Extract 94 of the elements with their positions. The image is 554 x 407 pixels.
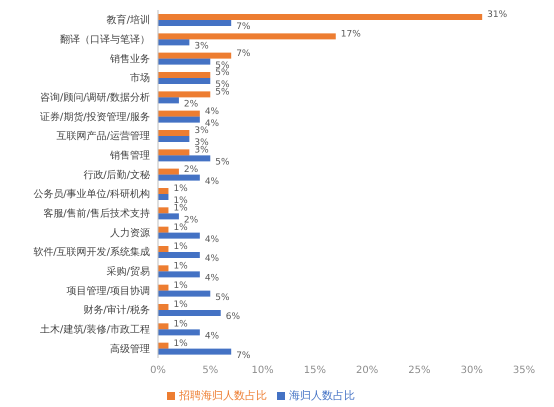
data-label: 1% — [173, 242, 188, 252]
data-label: 5% — [215, 292, 230, 303]
bar — [158, 226, 168, 233]
bar — [158, 58, 210, 65]
x-tick-label: 5% — [202, 365, 218, 376]
data-label: 17% — [340, 30, 362, 40]
y-tick-label: 销售管理 — [109, 150, 150, 162]
data-label: 4% — [204, 274, 220, 284]
x-tick-label: 35% — [512, 365, 536, 376]
bar — [158, 155, 210, 162]
data-label: 1% — [173, 338, 188, 349]
y-tick-label: 教育/培训 — [106, 14, 150, 26]
bar — [158, 149, 190, 156]
data-label: 4% — [204, 254, 220, 264]
data-label: 1% — [173, 184, 188, 194]
data-label: 1% — [173, 320, 188, 330]
data-label: 7% — [236, 350, 251, 361]
y-tick-label: 采购/贸易 — [106, 266, 150, 278]
data-label: 4% — [204, 176, 220, 187]
data-label: 7% — [236, 48, 251, 59]
bar — [158, 290, 210, 297]
data-label: 3% — [194, 42, 210, 52]
data-label: 5% — [215, 88, 230, 98]
bar — [158, 323, 168, 330]
y-tick-label: 公务员/事业单位/科研机构 — [33, 188, 150, 200]
bar — [158, 97, 179, 104]
bar — [158, 304, 168, 310]
bar — [158, 110, 200, 117]
x-tick-label: 0% — [150, 365, 166, 376]
data-label: 3% — [194, 146, 210, 156]
x-tick-label: 20% — [356, 365, 378, 376]
y-tick-label: 市场 — [130, 72, 150, 84]
data-label: 4% — [204, 106, 220, 117]
data-label: 4% — [204, 118, 220, 129]
data-label: 4% — [204, 332, 220, 342]
y-tick-label: 证券/期货/投资管理/服务 — [40, 110, 150, 123]
y-tick-label: 销售业务 — [109, 52, 150, 65]
bar — [158, 188, 168, 194]
x-tick-label: 30% — [460, 365, 483, 376]
y-tick-label: 项目管理/项目协调 — [66, 284, 150, 297]
y-tick-label: 翻译（口译与笔译） — [60, 34, 150, 46]
bar — [158, 14, 482, 20]
bar — [158, 174, 200, 181]
bar — [158, 20, 232, 26]
y-tick-label: 互联网产品/运营管理 — [56, 130, 150, 142]
bar — [158, 168, 179, 175]
data-label: 1% — [173, 280, 188, 291]
data-label: 7% — [236, 22, 251, 32]
bar — [158, 39, 190, 46]
data-label: 31% — [487, 10, 508, 20]
data-label: 2% — [184, 100, 199, 110]
bar — [158, 252, 200, 258]
x-tick-label: 25% — [408, 365, 431, 376]
y-tick-label: 客服/售前/售后技术支持 — [43, 208, 150, 220]
bar — [158, 342, 168, 349]
bar — [158, 246, 168, 252]
legend-label: 招聘海归人数占比 — [179, 389, 267, 402]
x-tick-label: 15% — [304, 365, 326, 376]
bar — [158, 116, 200, 123]
bar — [158, 329, 200, 336]
y-tick-label: 财务/审计/税务 — [83, 304, 150, 316]
data-label: 3% — [194, 126, 210, 136]
y-tick-label: 行政/后勤/文秘 — [83, 168, 150, 181]
data-label: 5% — [215, 68, 230, 78]
data-label: 4% — [204, 234, 220, 245]
bar — [158, 271, 200, 278]
y-tick-label: 软件/互联网开发/系统集成 — [33, 246, 150, 258]
data-label: 2% — [184, 164, 199, 175]
y-tick-label: 咨询/顾问/调研/数据分析 — [40, 92, 150, 104]
bar — [158, 194, 168, 200]
bar — [158, 78, 210, 84]
bar — [158, 136, 190, 142]
legend-label: 海归人数占比 — [289, 389, 355, 402]
bar — [158, 310, 221, 316]
bar — [158, 72, 210, 78]
bar — [158, 91, 210, 98]
bar — [158, 130, 190, 136]
data-label: 1% — [173, 300, 188, 310]
bar — [158, 232, 200, 239]
y-tick-label: 高级管理 — [110, 342, 150, 355]
x-tick-label: 10% — [251, 365, 274, 376]
bar — [158, 207, 168, 214]
bar — [158, 213, 179, 220]
y-tick-label: 人力资源 — [110, 226, 150, 239]
y-tick-label: 土木/建筑/装修/市政工程 — [40, 324, 150, 336]
bar — [158, 284, 168, 291]
bar — [158, 52, 232, 59]
bar — [158, 348, 232, 355]
bar — [158, 33, 336, 40]
data-label: 1% — [173, 204, 188, 214]
data-label: 1% — [173, 262, 188, 272]
bar — [158, 265, 168, 272]
data-label: 6% — [226, 312, 240, 322]
data-label: 5% — [215, 158, 230, 168]
